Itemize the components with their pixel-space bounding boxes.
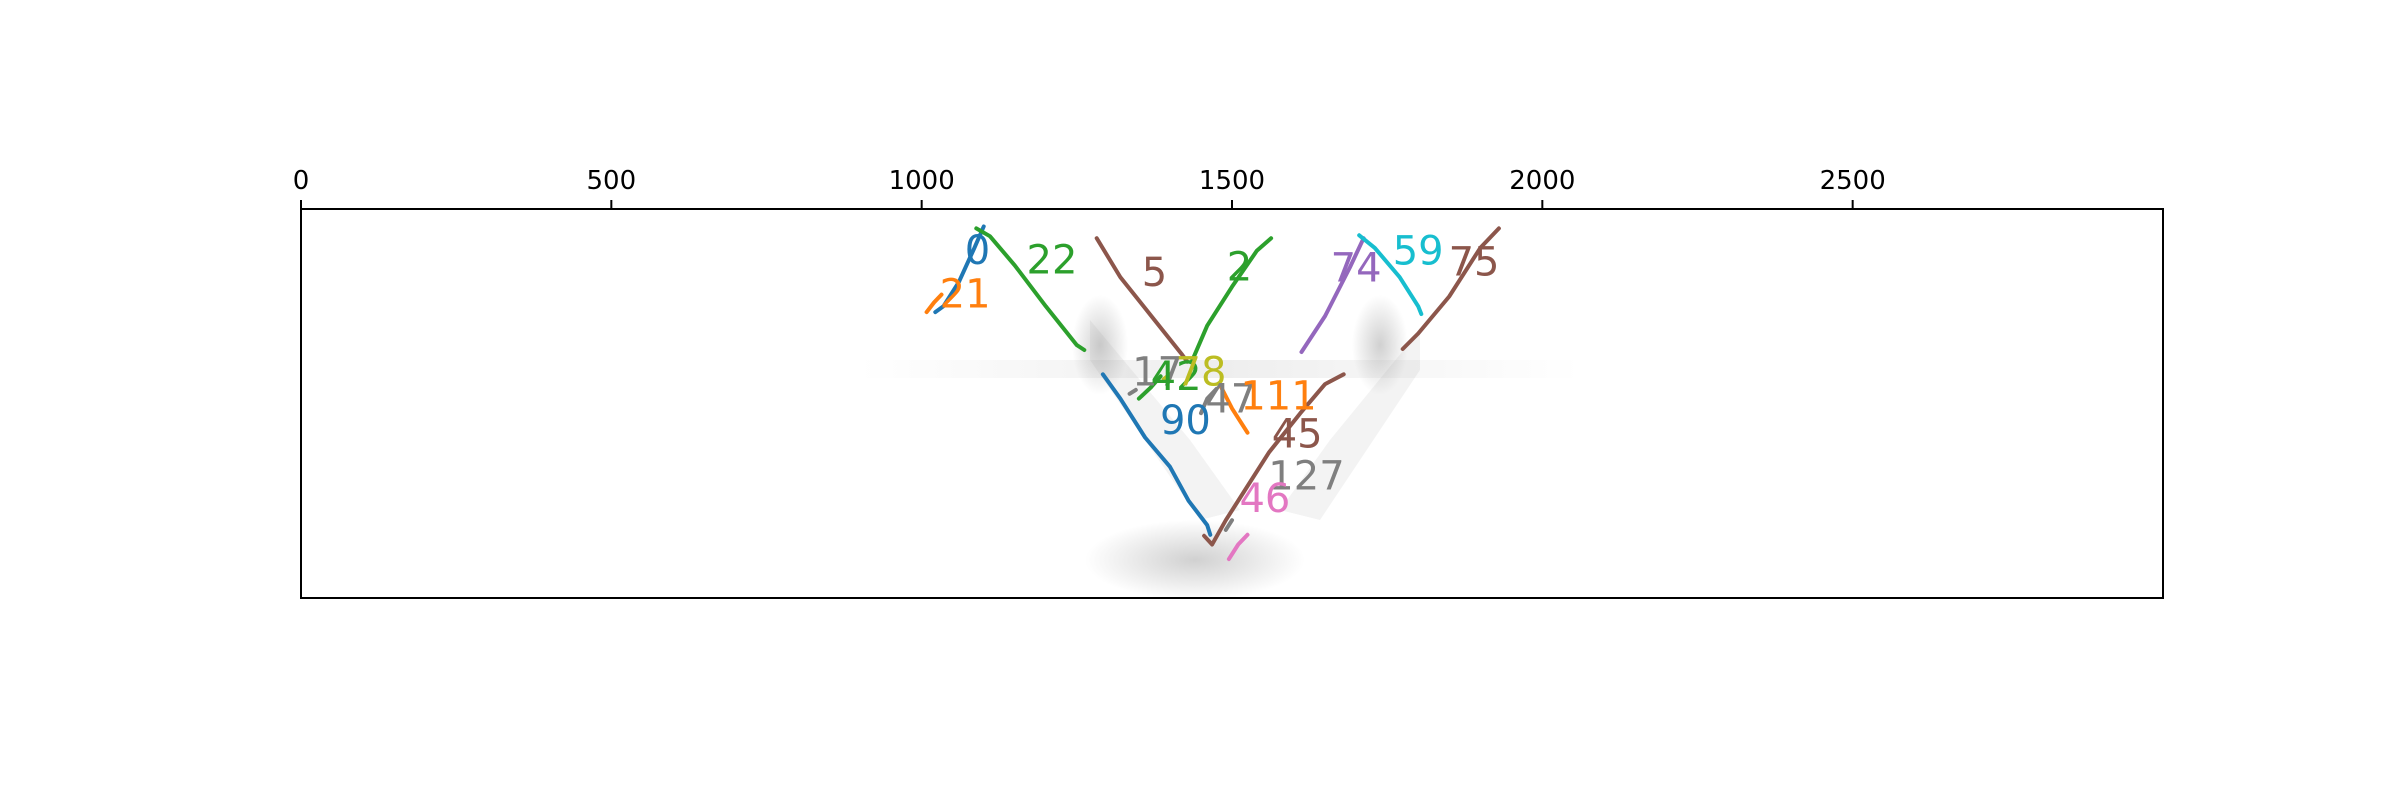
x-tick-label: 2000 — [1509, 166, 1575, 196]
track-line-0 — [933, 224, 986, 315]
track-label-22: 22 — [1027, 237, 1078, 283]
track-label-42: 42 — [1151, 354, 1202, 400]
track-line-42 — [1136, 374, 1163, 401]
track-label-78: 78 — [1176, 349, 1227, 395]
track-label-0: 0 — [965, 228, 990, 274]
track-label-127: 127 — [1268, 453, 1344, 499]
x-tick-label: 500 — [587, 166, 637, 196]
track-line-75 — [1400, 226, 1501, 351]
track-line-90 — [1100, 372, 1213, 537]
plot-area — [924, 224, 1501, 562]
x-tick-label: 1000 — [889, 166, 955, 196]
track-label-17: 17 — [1132, 349, 1183, 395]
x-tick-label: 0 — [293, 166, 310, 196]
track-label-45: 45 — [1272, 412, 1323, 458]
track-line-21 — [924, 292, 944, 315]
track-label-59: 59 — [1393, 229, 1444, 275]
track-line-78 — [1161, 372, 1172, 382]
track-line-22 — [974, 226, 1087, 352]
x-tick-label: 2500 — [1820, 166, 1886, 196]
track-line-127 — [1223, 518, 1234, 532]
track-label-46: 46 — [1239, 476, 1290, 522]
track-label-75: 75 — [1449, 239, 1500, 285]
track-line-111 — [1217, 382, 1250, 435]
x-tick-label: 1500 — [1199, 166, 1265, 196]
x-axis: 0 500 1000 1500 2000 2500 — [293, 166, 1886, 209]
track-label-74: 74 — [1331, 245, 1382, 291]
track-line-5 — [1094, 236, 1190, 364]
track-line-59 — [1357, 233, 1424, 316]
track-label-21: 21 — [940, 272, 991, 318]
background-image — [860, 295, 1580, 598]
track-label-5: 5 — [1142, 250, 1167, 296]
track-label-2: 2 — [1227, 244, 1252, 290]
track-line-45 — [1202, 372, 1346, 547]
track-line-17 — [1127, 387, 1138, 396]
track-label-111: 111 — [1240, 374, 1316, 420]
track-label-47: 47 — [1205, 377, 1256, 423]
track-line-74 — [1299, 236, 1366, 354]
track-label-90: 90 — [1160, 398, 1211, 444]
track-line-2 — [1189, 236, 1274, 364]
track-line-47 — [1199, 386, 1219, 416]
track-line-46 — [1226, 532, 1250, 562]
